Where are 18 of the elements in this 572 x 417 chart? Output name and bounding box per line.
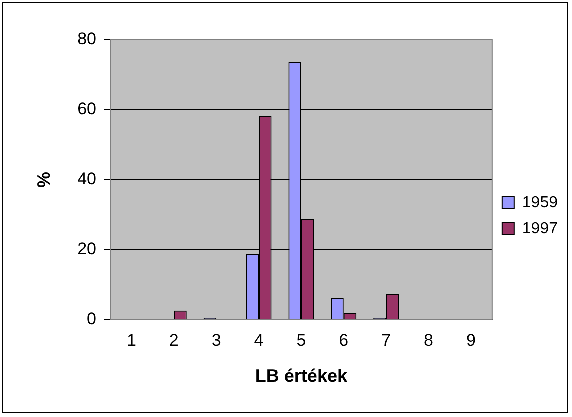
- y-tick-label: 80: [78, 30, 97, 49]
- y-axis-title: %: [34, 172, 54, 188]
- x-tick-label: 6: [339, 330, 349, 350]
- x-tick-label: 9: [466, 330, 476, 350]
- x-tick-label: 2: [169, 330, 179, 350]
- x-tick-label: 5: [296, 330, 306, 350]
- y-tick-label: 40: [78, 170, 97, 189]
- y-tick-label: 0: [87, 310, 97, 329]
- y-tick-label: 20: [78, 240, 97, 259]
- x-tick-label: 4: [254, 330, 264, 350]
- legend-label: 1997: [522, 220, 558, 238]
- legend-label: 1959: [522, 194, 558, 212]
- x-tick-label: 3: [212, 330, 222, 350]
- x-axis-title: LB értékek: [255, 366, 348, 386]
- x-tick-label: 1: [126, 330, 136, 350]
- x-tick-label: 8: [424, 330, 434, 350]
- x-tick-label: 7: [382, 330, 392, 350]
- y-tick-label: 60: [78, 100, 97, 119]
